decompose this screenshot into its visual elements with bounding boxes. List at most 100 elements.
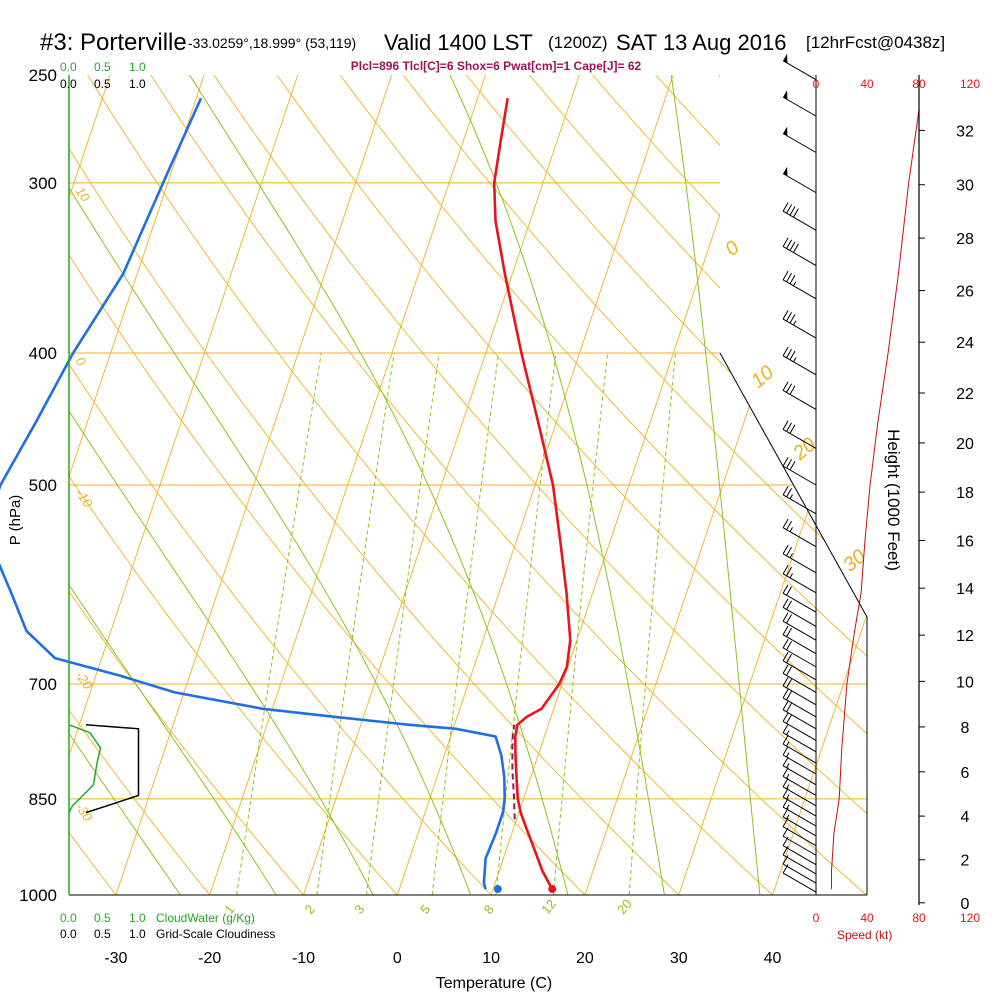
- height-tick-label-16: 16: [956, 534, 974, 551]
- y-axis-title: P (hPa): [7, 495, 24, 546]
- barb-pennant: [783, 54, 787, 63]
- barb-half-flag: [787, 763, 790, 767]
- barb-flag: [790, 351, 795, 360]
- barb-flag: [783, 382, 788, 391]
- dry-adiabat-170: [908, 75, 1000, 930]
- barb-flag: [787, 521, 792, 530]
- wind-barb-34: [783, 310, 816, 338]
- speed-tick-top-2: 80: [912, 77, 926, 91]
- barb-half-flag: [790, 495, 793, 499]
- barb-staff: [783, 873, 816, 892]
- moist-adiabat-2: [0, 63, 388, 924]
- surface-dewpoint-dot: [494, 885, 502, 893]
- cloud-panel: [69, 725, 139, 813]
- height-tick-label-30: 30: [956, 178, 974, 195]
- wind-barb-6: [783, 808, 816, 836]
- barb-flag: [790, 242, 795, 251]
- x-tick-label-3: 0: [393, 950, 402, 967]
- barb-pennant: [783, 167, 787, 176]
- height-tick-label-18: 18: [956, 485, 974, 502]
- barb-flag: [790, 314, 795, 323]
- x-tick-label-6: 30: [670, 950, 688, 967]
- barb-flag: [793, 244, 798, 253]
- barb-flag: [783, 713, 788, 722]
- height-tick-label-32: 32: [956, 123, 974, 140]
- barb-flag: [790, 207, 795, 216]
- mixing-ratio-label-12: 12: [538, 896, 559, 917]
- wind-barb-35: [783, 271, 816, 299]
- barb-flag: [787, 615, 792, 624]
- barb-half-flag: [793, 321, 796, 325]
- barb-staff: [783, 495, 816, 514]
- station-location: -33.0259°,18.999° (53,119): [188, 35, 356, 51]
- dry-adiabat-label-left-3: -20: [73, 668, 97, 693]
- barb-staff: [783, 593, 816, 612]
- barb-flag: [787, 715, 792, 724]
- height-tick-label-26: 26: [956, 284, 974, 301]
- barb-flag: [787, 587, 792, 596]
- barb-flag: [787, 667, 792, 676]
- barb-flag: [783, 665, 788, 674]
- mixing-ratio-line-20: [629, 353, 675, 895]
- barb-flag: [783, 639, 788, 648]
- dry-adiabat-label-right-1: 10: [747, 362, 778, 393]
- barb-flag: [787, 205, 792, 214]
- x-tick-label-5: 20: [576, 950, 594, 967]
- barb-staff: [783, 280, 816, 299]
- forecast-date: SAT 13 Aug 2016: [616, 30, 786, 55]
- barb-flag: [787, 459, 792, 468]
- barb-staff: [783, 574, 816, 593]
- speed-profile-line: [832, 110, 920, 890]
- height-tick-label-28: 28: [956, 231, 974, 248]
- cloudiness-tick-top-2: 1.0: [129, 77, 146, 91]
- speed-tick-top-0: 0: [813, 77, 820, 91]
- height-tick-label-6: 6: [961, 765, 970, 782]
- height-tick-label-2: 2: [961, 853, 970, 870]
- barb-flag: [787, 601, 792, 610]
- wind-barb-25: [783, 585, 816, 613]
- barb-flag: [783, 599, 788, 608]
- barb-flag: [783, 701, 788, 710]
- barb-half-flag: [787, 730, 790, 734]
- height-tick-label-22: 22: [956, 386, 974, 403]
- dry-adiabat-label-left-2: -10: [73, 486, 97, 511]
- diagram-lines: [0, 63, 1000, 930]
- barb-staff: [783, 846, 816, 865]
- wind-barb-3: [783, 837, 816, 865]
- height-tick-label-0: 0: [961, 896, 970, 913]
- height-axis-title: Height (1000 Feet): [884, 429, 903, 571]
- cloudiness-label: Grid-Scale Cloudiness: [156, 927, 275, 941]
- barb-flag: [790, 386, 795, 395]
- height-tick-label-4: 4: [961, 809, 970, 826]
- barb-flag: [787, 679, 792, 688]
- wind-barb-20: [783, 652, 816, 680]
- wind-barb-0: [783, 864, 816, 892]
- barb-flag: [783, 768, 788, 777]
- barb-flag: [783, 724, 788, 733]
- speed-label: Speed (kt): [837, 928, 892, 942]
- x-tick-label-1: -20: [198, 950, 221, 967]
- dry-adiabat-label-right-0: 0: [721, 237, 744, 261]
- dry-adiabat-30: [25, 75, 715, 930]
- cloudwater-tick-top-1: 0.5: [94, 60, 111, 74]
- station-title: #3: Porterville: [40, 29, 187, 56]
- barb-flag: [787, 547, 792, 556]
- barb-flag: [787, 703, 792, 712]
- cloudiness-tick-top-1: 0.5: [94, 77, 111, 91]
- mixing-ratio-label-3: 3: [351, 902, 367, 917]
- barb-pennant: [783, 127, 787, 136]
- wind-barb-2: [783, 846, 816, 874]
- barb-staff: [783, 211, 816, 230]
- height-tick-label-8: 8: [961, 720, 970, 737]
- barb-flag: [783, 757, 788, 766]
- barb-flag: [787, 273, 792, 282]
- mixing-ratio-line-8: [496, 353, 556, 895]
- sounding-indices: Plcl=896 Tlcl[C]=6 Shox=6 Pwat[cm]=1 Cap…: [351, 59, 642, 73]
- barb-flag: [783, 203, 788, 212]
- x-tick-label-4: 10: [482, 950, 500, 967]
- barb-flag: [783, 585, 788, 594]
- pressure-tick-label-300: 300: [29, 174, 57, 193]
- speed-tick-top-3: 120: [960, 77, 980, 91]
